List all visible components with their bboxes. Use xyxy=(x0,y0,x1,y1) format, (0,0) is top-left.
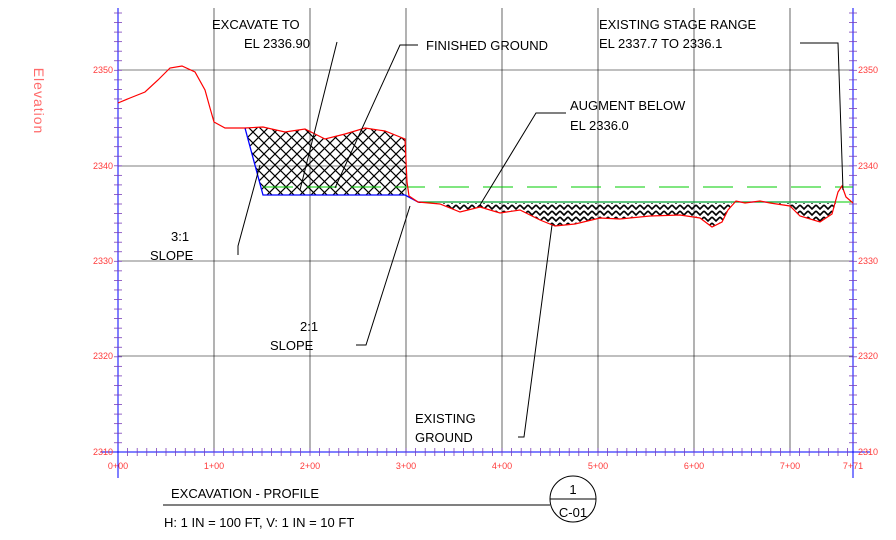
note-augment-line1: AUGMENT BELOW xyxy=(570,98,686,113)
annotations: EXCAVATE TO EL 2336.90 FINISHED GROUND E… xyxy=(150,17,757,445)
note-slope31-line2: SLOPE xyxy=(150,248,194,263)
elev-label-2320-right: 2320 xyxy=(858,351,878,361)
note-stage-line1: EXISTING STAGE RANGE xyxy=(599,17,757,32)
station-label-0: 0+00 xyxy=(108,461,128,471)
station-label-3: 3+00 xyxy=(396,461,416,471)
elev-label-2320: 2320 xyxy=(93,351,113,361)
existing-ground-line xyxy=(117,65,854,228)
note-slope21-line1: 2:1 xyxy=(300,319,318,334)
excavation-hatch xyxy=(245,127,407,195)
note-augment-line2: EL 2336.0 xyxy=(570,118,629,133)
grid xyxy=(118,8,853,452)
station-label-5: 5+00 xyxy=(588,461,608,471)
axis-minor-ticks xyxy=(114,12,857,456)
elev-label-2350-right: 2350 xyxy=(858,65,878,75)
augment-fill-hatch xyxy=(418,202,732,227)
note-finished-ground: FINISHED GROUND xyxy=(426,38,548,53)
elevation-labels-left: 2350 2340 2330 2320 2310 xyxy=(93,65,113,457)
elev-label-2310-right: 2310 xyxy=(858,447,878,457)
station-label-end: 7+71 xyxy=(843,461,863,471)
station-labels: 0+00 1+00 2+00 3+00 4+00 5+00 6+00 7+00 … xyxy=(108,461,863,471)
station-label-1: 1+00 xyxy=(204,461,224,471)
note-existing-line2: GROUND xyxy=(415,430,473,445)
elev-label-2310: 2310 xyxy=(93,447,113,457)
note-slope31-line1: 3:1 xyxy=(171,229,189,244)
detail-number: 1 xyxy=(569,482,576,497)
annotation-leaders xyxy=(237,41,844,438)
note-excavate-line1: EXCAVATE TO xyxy=(212,17,300,32)
sheet-reference: C-01 xyxy=(559,505,587,520)
station-label-2: 2+00 xyxy=(300,461,320,471)
elevation-axis-title: Elevation xyxy=(31,68,47,135)
elevation-labels-right: 2350 2340 2330 2320 2310 xyxy=(858,65,878,457)
drawing-scale: H: 1 IN = 100 FT, V: 1 IN = 10 FT xyxy=(164,515,354,530)
elev-label-2340-right: 2340 xyxy=(858,161,878,171)
station-label-4: 4+00 xyxy=(492,461,512,471)
note-excavate-line2: EL 2336.90 xyxy=(244,36,310,51)
note-stage-line2: EL 2337.7 TO 2336.1 xyxy=(599,36,722,51)
station-label-7: 7+00 xyxy=(780,461,800,471)
axis-frame xyxy=(100,8,870,478)
note-existing-line1: EXISTING xyxy=(415,411,476,426)
elev-label-2330-right: 2330 xyxy=(858,256,878,266)
title-block: EXCAVATION - PROFILE H: 1 IN = 100 FT, V… xyxy=(163,475,597,530)
elev-label-2340: 2340 xyxy=(93,161,113,171)
elev-label-2330: 2330 xyxy=(93,256,113,266)
drawing-title: EXCAVATION - PROFILE xyxy=(171,486,319,501)
station-label-6: 6+00 xyxy=(684,461,704,471)
augment-fill-hatch-right xyxy=(770,203,836,222)
note-slope21-line2: SLOPE xyxy=(270,338,314,353)
elev-label-2350: 2350 xyxy=(93,65,113,75)
